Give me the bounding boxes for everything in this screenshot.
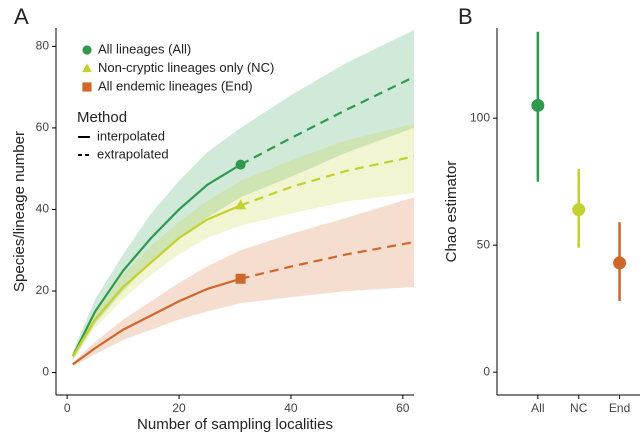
x-tick-label: End <box>609 401 630 415</box>
point <box>613 256 627 270</box>
x-tick-label: NC <box>570 401 588 415</box>
legend-label: interpolated <box>97 128 165 143</box>
marker <box>235 273 246 284</box>
legend-label: All endemic lineages (End) <box>98 78 253 93</box>
y-tick-label: 50 <box>477 237 491 251</box>
marker <box>235 199 247 210</box>
point <box>531 98 545 112</box>
marker <box>235 159 246 170</box>
marker <box>81 44 93 56</box>
x-tick-label: 20 <box>172 401 186 415</box>
y-tick-label: 60 <box>36 120 50 134</box>
extrapolated-line <box>240 155 415 207</box>
y-tick-label: 80 <box>36 39 50 53</box>
confidence-band <box>72 30 414 361</box>
y-tick-label: 0 <box>483 364 490 378</box>
extrapolated-line <box>240 75 415 166</box>
x-tick-label: All <box>531 401 544 415</box>
x-axis-label: Number of sampling localities <box>137 416 333 433</box>
legend-title: Method <box>77 109 127 126</box>
legend-label: extrapolated <box>97 146 169 161</box>
marker <box>80 61 94 73</box>
extrapolated-line <box>240 241 415 280</box>
confidence-band <box>72 123 414 361</box>
y-tick-label: 0 <box>42 365 49 379</box>
y-tick-label: 100 <box>470 110 490 124</box>
y-axis-label: Species/lineage number <box>11 131 28 292</box>
interpolated-line <box>71 163 242 357</box>
panel-label: A <box>14 4 29 29</box>
legend-label: All lineages (All) <box>98 41 191 56</box>
interpolated-line <box>71 204 242 357</box>
x-tick-label: 40 <box>284 401 298 415</box>
interpolated-line <box>72 277 241 366</box>
y-axis-label: Chao estimator <box>443 161 460 263</box>
x-tick-label: 0 <box>64 401 71 415</box>
y-tick-label: 40 <box>36 202 50 216</box>
marker <box>81 81 93 93</box>
legend-label: Non-cryptic lineages only (NC) <box>98 60 274 75</box>
y-tick-label: 20 <box>36 283 50 297</box>
point <box>572 203 586 217</box>
x-tick-label: 60 <box>396 401 410 415</box>
panel-label: B <box>458 4 473 29</box>
